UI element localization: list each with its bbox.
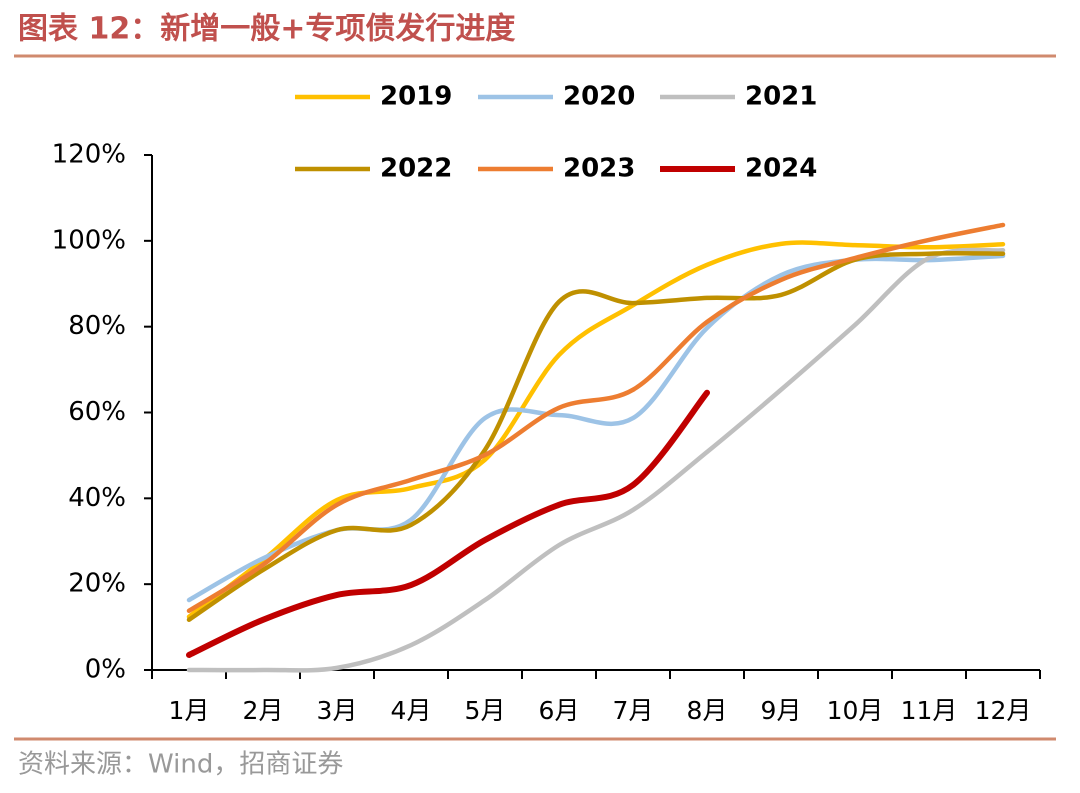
legend-label: 2023 <box>563 154 635 184</box>
x-tick-label: 4月 <box>391 696 432 725</box>
series-line <box>186 222 1006 614</box>
x-tick-label: 1月 <box>169 696 210 725</box>
series-line <box>186 240 1006 620</box>
series-line <box>186 253 1006 603</box>
x-tick-label: 3月 <box>317 696 358 725</box>
y-tick-label: 0% <box>85 655 126 685</box>
series-line <box>186 251 1006 623</box>
y-tick-label: 100% <box>52 225 126 255</box>
legend-label: 2022 <box>380 154 452 184</box>
y-tick-label: 60% <box>68 397 126 427</box>
y-tick-label: 20% <box>68 569 126 599</box>
x-tick-label: 6月 <box>539 696 580 725</box>
x-tick-label: 11月 <box>901 696 958 725</box>
x-tick-label: 10月 <box>827 696 884 725</box>
legend-label: 2020 <box>563 82 635 112</box>
x-tick-label: 5月 <box>465 696 506 725</box>
x-tick-label: 8月 <box>687 696 728 725</box>
x-tick-label: 7月 <box>613 696 654 725</box>
series-line <box>186 389 710 658</box>
y-tick-label: 120% <box>52 140 126 170</box>
legend-label: 2021 <box>745 82 817 112</box>
chart-title: 图表 12：新增一般+专项债发行进度 <box>18 12 515 47</box>
legend-label: 2019 <box>380 82 452 112</box>
source: 资料来源：Wind，招商证券 <box>18 750 343 780</box>
x-tick-label: 12月 <box>975 696 1032 725</box>
y-tick-label: 40% <box>68 483 126 513</box>
legend-label: 2024 <box>745 154 817 184</box>
y-tick-label: 80% <box>68 311 126 341</box>
x-tick-label: 9月 <box>761 696 802 725</box>
x-tick-label: 2月 <box>243 696 284 725</box>
series-line <box>186 247 1006 673</box>
